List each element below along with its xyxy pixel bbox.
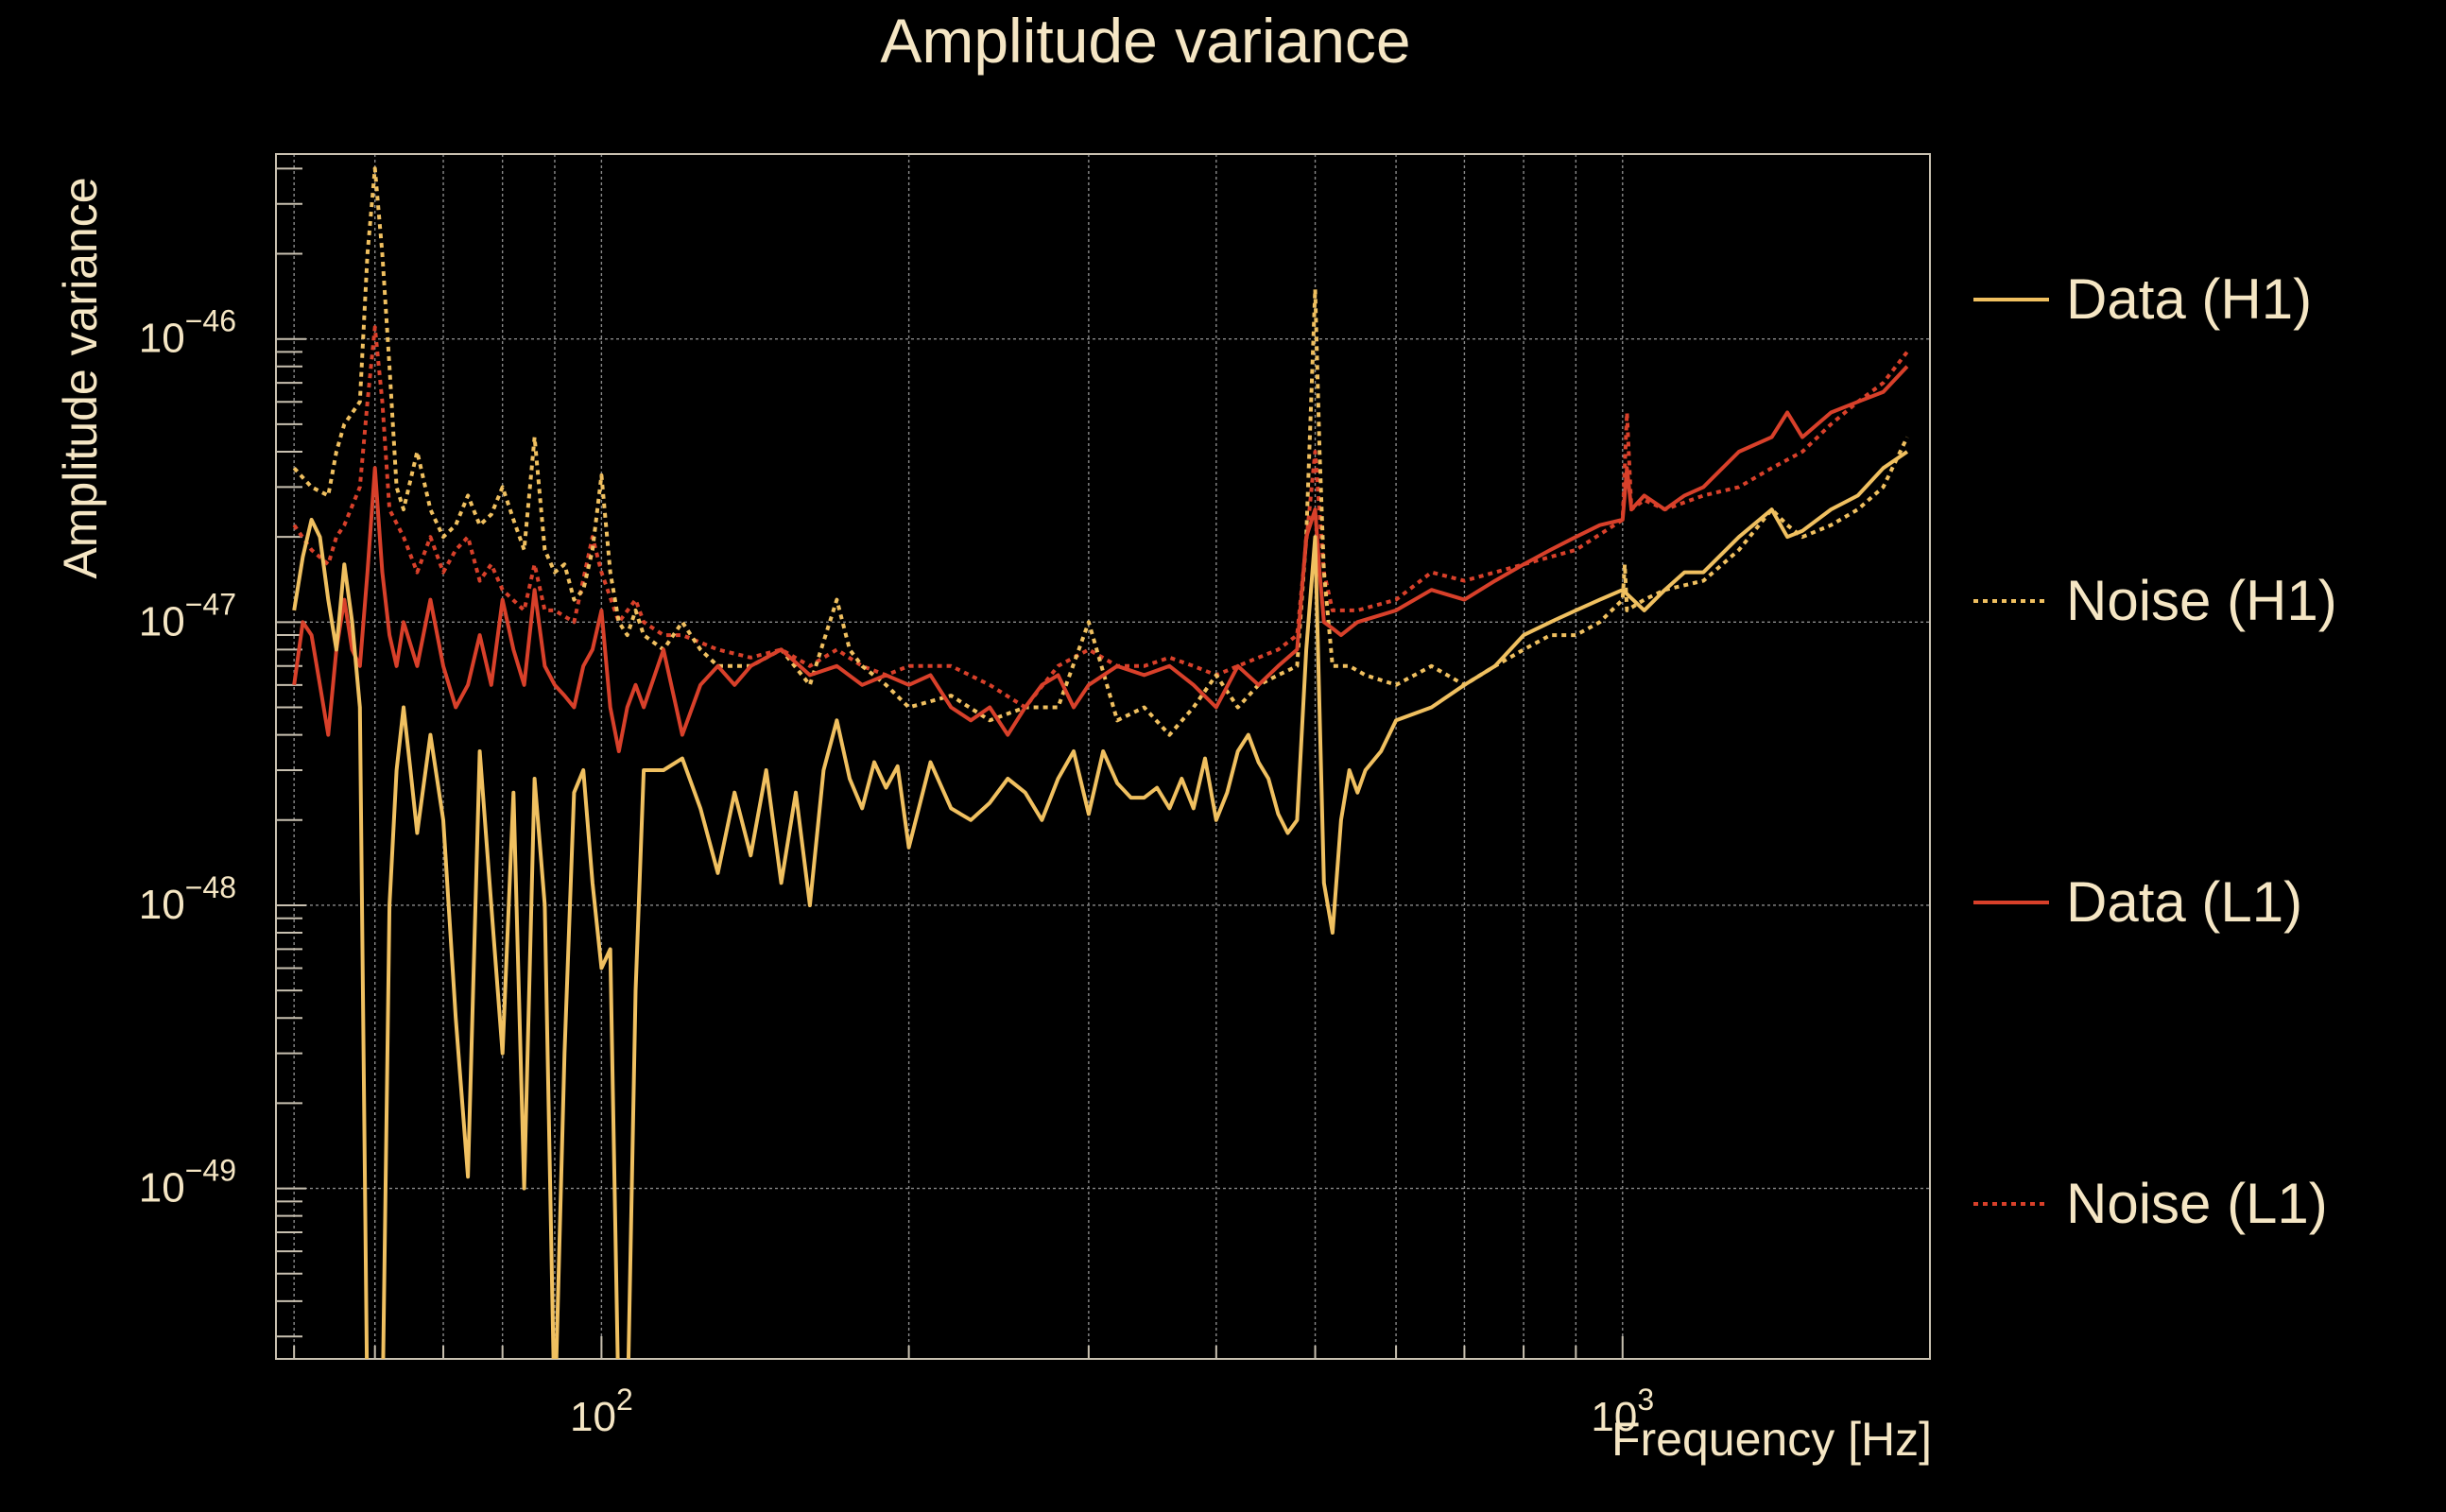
legend-label: Noise (H1): [2066, 569, 2337, 632]
x-axis-label: Frequency [Hz]: [1611, 1413, 1932, 1466]
chart-title: Amplitude variance: [880, 6, 1410, 76]
axis-ticks: [276, 167, 1931, 1359]
y-axis-label: Amplitude variance: [54, 177, 107, 578]
legend-label: Data (L1): [2066, 870, 2302, 934]
series-line-data-l1: [292, 365, 1909, 753]
y-tick-label: 10−48: [139, 870, 236, 928]
legend-label: Noise (L1): [2066, 1172, 2328, 1235]
y-tick-label: 10−46: [139, 304, 236, 362]
y-tick-label: 10−49: [139, 1154, 236, 1211]
series-lines: [292, 166, 1909, 1359]
x-tick-label: 103: [1591, 1383, 1654, 1440]
grid-lines: [276, 154, 1931, 1359]
tick-labels: 10−46 10−47 10−48 10−49 102 103: [139, 304, 1654, 1440]
y-tick-label: 10−47: [139, 587, 236, 644]
x-tick-label: 102: [570, 1383, 633, 1440]
plot-frame: [275, 153, 1931, 1360]
legend-label: Data (H1): [2066, 267, 2312, 331]
legend: Data (H1) Noise (H1) Data (L1) Noise (L1): [1973, 267, 2337, 1235]
series-line-data-h1: [292, 450, 1909, 1359]
